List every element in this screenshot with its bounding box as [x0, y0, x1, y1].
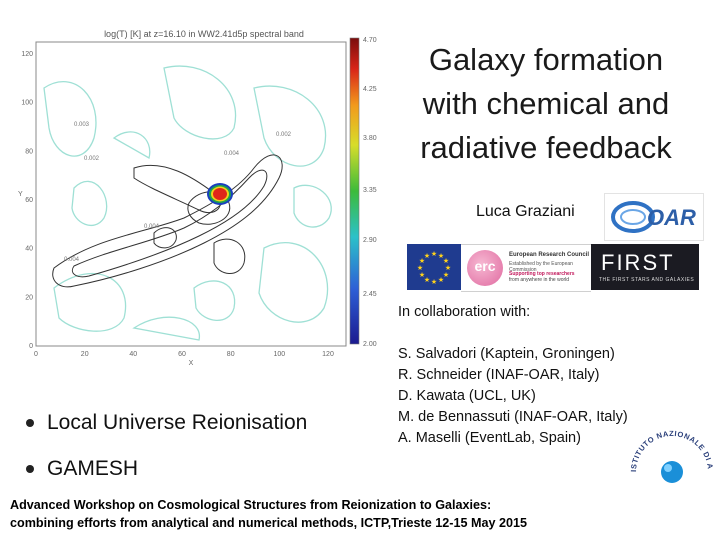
erc-title: European Research Council: [509, 252, 590, 258]
svg-text:★: ★: [438, 276, 444, 284]
x-axis-label: X: [189, 360, 194, 367]
svg-text:★: ★: [419, 257, 425, 265]
plot-frame: [35, 41, 347, 347]
footer-line: combining efforts from analytical and nu…: [10, 516, 527, 530]
footer-line: Advanced Workshop on Cosmological Struct…: [10, 498, 492, 512]
bullet-item: GAMESH: [26, 446, 307, 492]
svg-text:★: ★: [438, 252, 444, 260]
colorbar-tick-label: 3.80: [363, 135, 377, 142]
colorbar-tick-label: 4.70: [363, 37, 377, 44]
y-tick-label: 0: [29, 343, 33, 350]
hot-region: [207, 183, 233, 205]
erc-tagline-line: Supporting top researchers: [509, 271, 575, 277]
x-tick-label: 100: [273, 351, 285, 358]
bullet-text: GAMESH: [47, 457, 139, 480]
x-tick-label: 80: [227, 351, 235, 358]
x-tick-label: 60: [178, 351, 186, 358]
slide-title-line: Galaxy formation: [428, 42, 664, 77]
contour-label: 0.003: [74, 122, 90, 128]
dark-contours: [52, 154, 283, 288]
slide-title-line: radiative feedback: [420, 130, 672, 165]
x-tick-label: 120: [322, 351, 334, 358]
svg-text:★: ★: [424, 276, 430, 284]
y-tick-label: 40: [25, 246, 33, 253]
erc-tagline: Supporting top researchers from anywhere…: [509, 271, 575, 283]
oar-logo: OAR: [604, 193, 704, 241]
contour-label: 0.002: [84, 156, 100, 162]
cyan-contours: [43, 65, 332, 341]
slide-title: Galaxy formation with chemical and radia…: [396, 38, 696, 170]
colorbar-tick-label: 2.90: [363, 237, 377, 244]
colorbar: [349, 37, 360, 345]
erc-subtitle: Established by the European Commission: [509, 261, 573, 273]
svg-text:★: ★: [443, 271, 449, 279]
contour-label: 0.004: [144, 224, 160, 230]
y-tick-label: 60: [25, 197, 33, 204]
colorbar-tick-label: 2.00: [363, 341, 377, 348]
contour-label: 0.004: [64, 257, 80, 263]
bullet-item: Local Universe Reionisation: [26, 400, 307, 446]
y-axis-label: Y: [18, 191, 23, 198]
collaborator: A. Maselli (EventLab, Spain): [398, 430, 581, 446]
bullet-dot-icon: [26, 465, 34, 473]
svg-text:★: ★: [443, 257, 449, 265]
oar-logo-text: OAR: [647, 205, 696, 230]
eu-flag-logo: ★ ★ ★ ★ ★ ★ ★ ★ ★ ★ ★ ★: [407, 244, 461, 290]
x-tick-label: 0: [34, 351, 38, 358]
colorbar-tick-label: 3.35: [363, 187, 377, 194]
figure-title: log(T) [K] at z=16.10 in WW2.41d5p spect…: [104, 29, 304, 39]
svg-text:★: ★: [431, 278, 437, 286]
contour-label: 0.002: [276, 132, 292, 138]
first-logo-subtitle: THE FIRST STARS AND GALAXIES: [599, 277, 695, 283]
workshop-footer: Advanced Workshop on Cosmological Struct…: [10, 496, 527, 532]
funding-logos: ★ ★ ★ ★ ★ ★ ★ ★ ★ ★ ★ ★ erc European Research Co…: [407, 244, 699, 292]
x-tick-label: 40: [129, 351, 137, 358]
collaborator: M. de Bennassuti (INAF-OAR, Italy): [398, 409, 628, 425]
erc-logo: erc European Research Council Establishe…: [461, 244, 591, 292]
inaf-globe-icon: [661, 461, 683, 483]
inaf-logo: ISTITUTO NAZIONALE DI ASTROFISICA: [622, 420, 714, 483]
inaf-globe-highlight: [664, 464, 672, 472]
erc-tagline-line: from anywhere in the world: [509, 277, 570, 283]
collaborator: R. Schneider (INAF-OAR, Italy): [398, 367, 600, 383]
x-tick-label: 20: [81, 351, 89, 358]
erc-mark-text: erc: [474, 258, 496, 274]
collaborator: D. Kawata (UCL, UK): [398, 388, 536, 404]
contour-label: 0.004: [224, 151, 240, 157]
colorbar-tick-label: 2.45: [363, 291, 377, 298]
svg-text:★: ★: [431, 250, 437, 258]
y-tick-label: 120: [21, 51, 33, 58]
svg-text:★: ★: [419, 271, 425, 279]
temperature-contour-figure: log(T) [K] at z=16.10 in WW2.41d5p spect…: [18, 29, 377, 367]
y-tick-label: 100: [21, 100, 33, 107]
eu-stars-icon: ★ ★★ ★★★ ★★★ ★★★: [417, 250, 451, 286]
y-tick-label: 80: [25, 148, 33, 155]
slide-title-line: with chemical and: [422, 86, 670, 121]
bullet-list: Local Universe Reionisation GAMESH: [26, 400, 307, 492]
first-logo-word: FIRST: [601, 250, 675, 275]
svg-text:★: ★: [445, 264, 451, 272]
first-logo: FIRST THE FIRST STARS AND GALAXIES: [591, 244, 699, 290]
colorbar-tick-label: 4.25: [363, 86, 377, 93]
y-tick-label: 20: [25, 294, 33, 301]
author-name: Luca Graziani: [476, 203, 575, 220]
bullet-dot-icon: [26, 419, 34, 427]
svg-text:★: ★: [424, 252, 430, 260]
collaborator: S. Salvadori (Kaptein, Groningen): [398, 346, 615, 362]
collaboration-block: In collaboration with: S. Salvadori (Kap…: [398, 302, 628, 449]
svg-text:★: ★: [417, 264, 423, 272]
collaboration-heading: In collaboration with:: [398, 304, 531, 320]
erc-mark-icon: erc: [467, 250, 503, 286]
bullet-text: Local Universe Reionisation: [47, 411, 308, 434]
